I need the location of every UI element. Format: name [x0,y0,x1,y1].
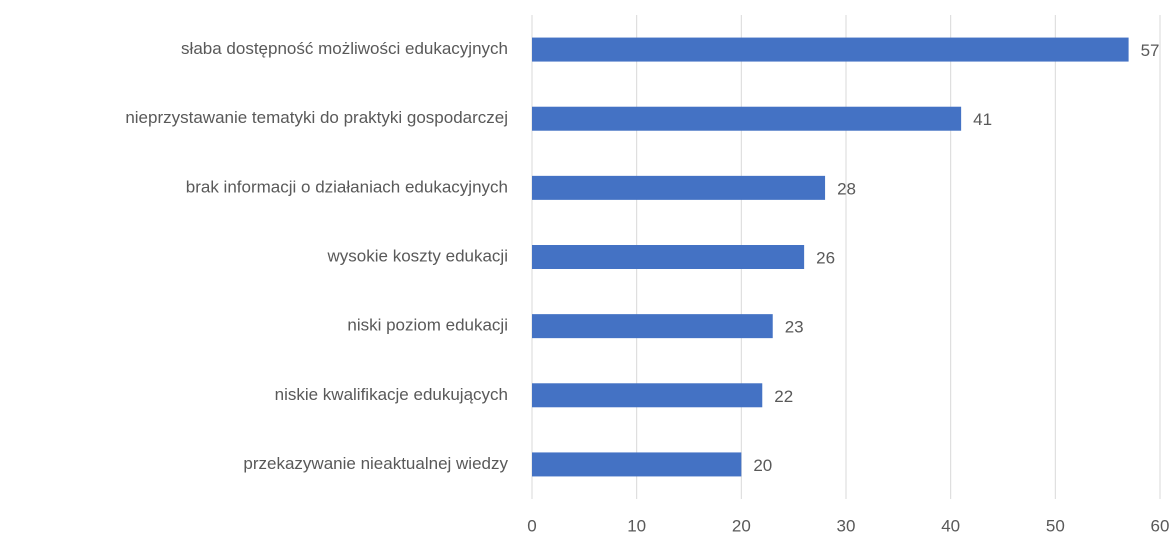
data-label: 41 [973,110,992,129]
data-label: 26 [816,248,835,267]
data-label: 20 [753,456,772,475]
bar [532,383,763,408]
bar [532,314,773,339]
y-tick-label: nieprzystawanie tematyki do praktyki gos… [125,108,508,127]
x-tick-label: 20 [732,516,751,535]
bar [532,452,742,477]
bar [532,37,1129,62]
x-tick-label: 50 [1046,516,1065,535]
y-tick-label: wysokie koszty edukacji [327,246,508,265]
x-tick-label: 40 [941,516,960,535]
x-tick-label: 60 [1151,516,1170,535]
data-label: 57 [1141,41,1160,60]
x-tick-label: 10 [627,516,646,535]
x-tick-label: 30 [837,516,856,535]
y-tick-label: brak informacji o działaniach edukacyjny… [186,177,508,196]
data-label: 22 [774,387,793,406]
data-label: 23 [785,318,804,337]
bar [532,175,826,200]
x-tick-label: 0 [527,516,536,535]
bar [532,106,962,131]
y-tick-label: słaba dostępność możliwości edukacyjnych [181,39,508,58]
data-label: 28 [837,179,856,198]
bar [532,245,805,269]
y-tick-label: przekazywanie nieaktualnej wiedzy [243,454,508,473]
y-tick-label: niski poziom edukacji [347,316,508,335]
y-tick-label: niskie kwalifikacje edukujących [275,385,508,404]
